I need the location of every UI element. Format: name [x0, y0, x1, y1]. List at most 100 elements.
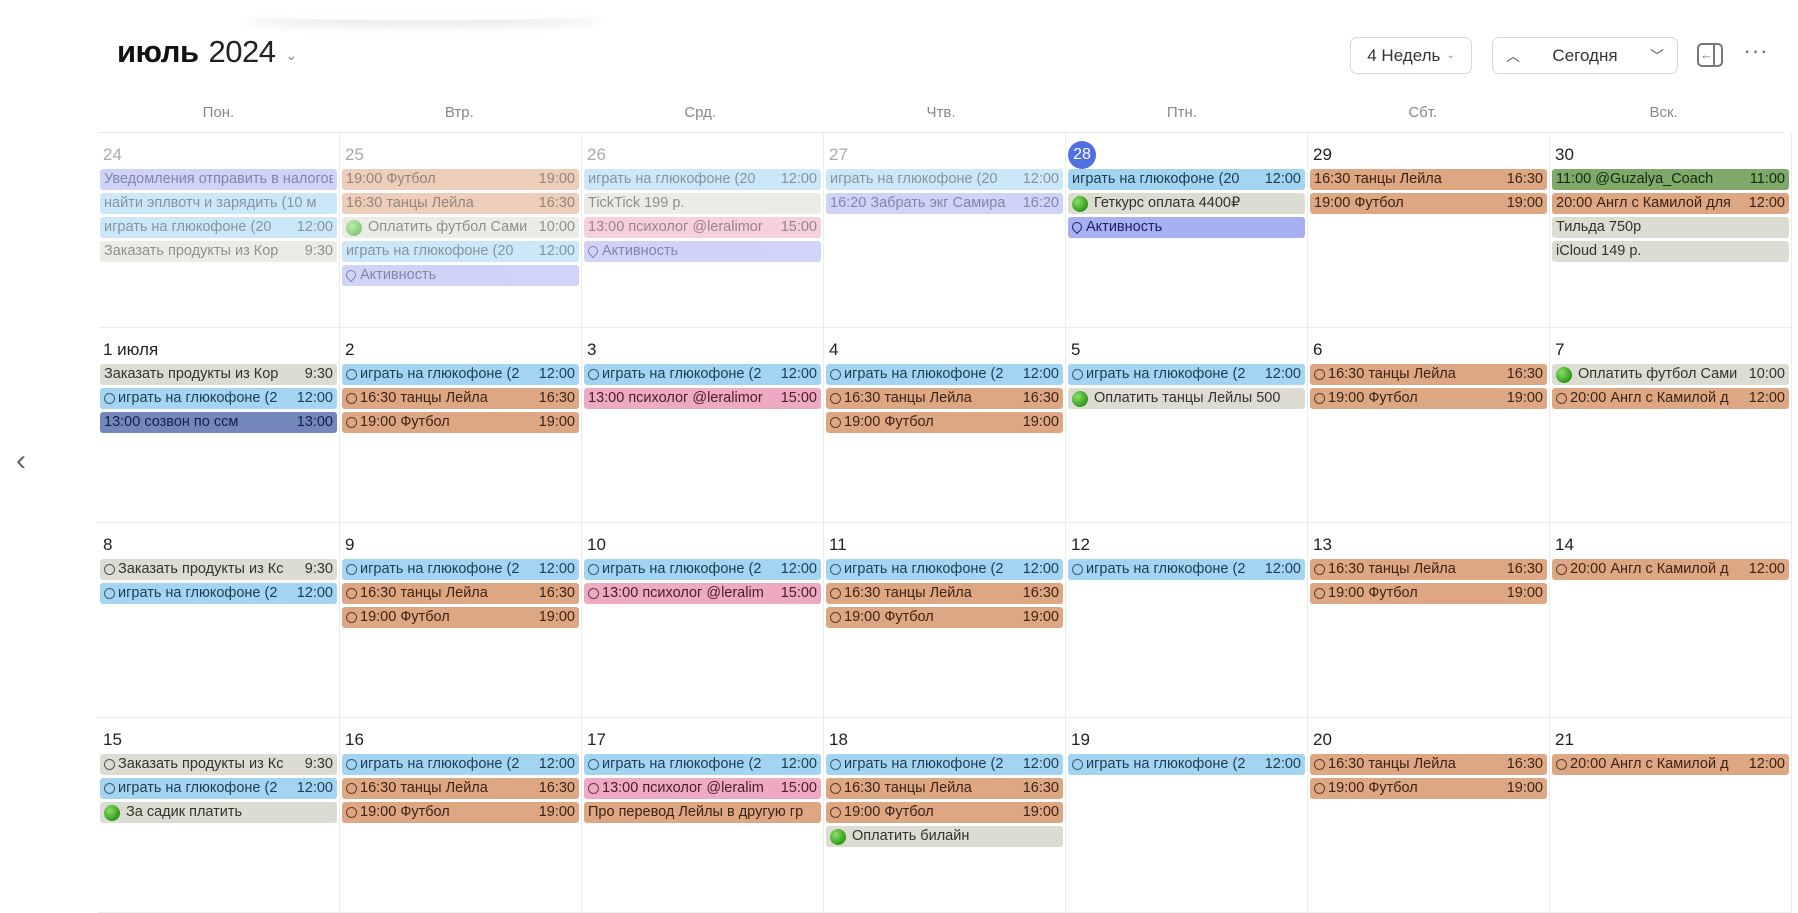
day-cell[interactable]: 28 играть на глюкофоне (20 12:00 Геткурс оп… — [1066, 133, 1308, 328]
calendar-event[interactable]: играть на глюкофоне (2 12:00 — [100, 583, 337, 604]
task-circle-icon[interactable] — [1072, 369, 1083, 380]
calendar-event[interactable]: Заказать продукты из Кс 9:30 — [100, 754, 337, 775]
task-circle-icon[interactable] — [1072, 759, 1083, 770]
day-cell[interactable]: 15 Заказать продукты из Кс 9:30 играть на г… — [98, 718, 340, 913]
sidebar-collapse-icon[interactable] — [1697, 43, 1723, 67]
calendar-event[interactable]: Геткурс оплата 4400₽ — [1068, 193, 1305, 214]
calendar-event[interactable]: 19:00 Футбол 19:00 — [1310, 778, 1547, 799]
day-cell[interactable]: 11 играть на глюкофоне (2 12:00 16:30 танцы… — [824, 523, 1066, 718]
task-circle-icon[interactable] — [1072, 564, 1083, 575]
calendar-event[interactable]: Оплатить футбол Сами 10:00 — [342, 217, 579, 238]
calendar-event[interactable]: играть на глюкофоне (2 12:00 — [584, 559, 821, 580]
calendar-event[interactable]: iCloud 149 р. — [1552, 241, 1789, 262]
calendar-event[interactable]: играть на глюкофоне (20 12:00 — [584, 169, 821, 190]
calendar-event[interactable]: Уведомления отправить в налоговую — [100, 169, 337, 190]
task-circle-icon[interactable] — [1556, 564, 1567, 575]
day-cell[interactable]: 18 играть на глюкофоне (2 12:00 16:30 танцы… — [824, 718, 1066, 913]
task-circle-icon[interactable] — [830, 807, 841, 818]
calendar-event[interactable]: 19:00 Футбол 19:00 — [342, 802, 579, 823]
task-circle-icon[interactable] — [346, 564, 357, 575]
task-circle-icon[interactable] — [104, 564, 115, 575]
task-circle-icon[interactable] — [104, 759, 115, 770]
task-circle-icon[interactable] — [830, 393, 841, 404]
calendar-event[interactable]: 13:00 психолог @leralimor 15:00 — [584, 388, 821, 409]
day-cell[interactable]: 17 играть на глюкофоне (2 12:00 13:00 психо… — [582, 718, 824, 913]
calendar-event[interactable]: 16:30 танцы Лейла 16:30 — [1310, 169, 1547, 190]
calendar-event[interactable]: играть на глюкофоне (2 12:00 — [1068, 364, 1305, 385]
day-cell[interactable]: 21 20:00 Англ с Камилой д 12:00 — [1550, 718, 1792, 913]
task-circle-icon[interactable] — [830, 588, 841, 599]
task-circle-icon[interactable] — [346, 807, 357, 818]
task-circle-icon[interactable] — [346, 369, 357, 380]
task-circle-icon[interactable] — [1556, 393, 1567, 404]
task-circle-icon[interactable] — [1314, 393, 1325, 404]
task-circle-icon[interactable] — [346, 588, 357, 599]
day-cell[interactable]: 27 играть на глюкофоне (20 12:00 16:20 Забр… — [824, 133, 1066, 328]
task-circle-icon[interactable] — [830, 564, 841, 575]
day-cell[interactable]: 1 июля Заказать продукты из Кор 9:30 играть… — [98, 328, 340, 523]
calendar-event[interactable]: играть на глюкофоне (2 12:00 — [100, 388, 337, 409]
calendar-event[interactable]: 16:30 танцы Лейла 16:30 — [826, 388, 1063, 409]
calendar-event[interactable]: 19:00 Футбол 19:00 — [342, 169, 579, 190]
calendar-event[interactable]: 20:00 Англ с Камилой д 12:00 — [1552, 388, 1789, 409]
calendar-event[interactable]: найти эплвотч и зарядить (10 м — [100, 193, 337, 214]
task-circle-icon[interactable] — [830, 612, 841, 623]
task-circle-icon[interactable] — [346, 393, 357, 404]
calendar-event[interactable]: TickTick 199 р. — [584, 193, 821, 214]
calendar-event[interactable]: Оплатить танцы Лейлы 500 — [1068, 388, 1305, 409]
day-cell[interactable]: 14 20:00 Англ с Камилой д 12:00 — [1550, 523, 1792, 718]
calendar-event[interactable]: 11:00 @Guzalya_Coach 11:00 — [1552, 169, 1789, 190]
calendar-event[interactable]: За садик платить — [100, 802, 337, 823]
task-circle-icon[interactable] — [830, 417, 841, 428]
day-cell[interactable]: 9 играть на глюкофоне (2 12:00 16:30 танцы … — [340, 523, 582, 718]
day-cell[interactable]: 25 19:00 Футбол 19:00 16:30 танцы Лейла 16:3… — [340, 133, 582, 328]
month-title[interactable]: июль 2024 ⌄ — [117, 34, 297, 70]
task-circle-icon[interactable] — [346, 783, 357, 794]
calendar-event[interactable]: 16:30 танцы Лейла 16:30 — [342, 778, 579, 799]
calendar-event[interactable]: 13:00 психолог @leralim 15:00 — [584, 778, 821, 799]
calendar-event[interactable]: Заказать продукты из Кс 9:30 — [100, 559, 337, 580]
calendar-event[interactable]: 19:00 Футбол 19:00 — [826, 802, 1063, 823]
day-cell[interactable]: 12 играть на глюкофоне (2 12:00 — [1066, 523, 1308, 718]
calendar-event[interactable]: 19:00 Футбол 19:00 — [342, 607, 579, 628]
day-cell[interactable]: 8 Заказать продукты из Кс 9:30 играть на гл… — [98, 523, 340, 718]
calendar-event[interactable]: 16:30 танцы Лейла 16:30 — [1310, 754, 1547, 775]
chevron-down-icon[interactable]: ﹀ — [1650, 47, 1664, 64]
calendar-event[interactable]: играть на глюкофоне (20 12:00 — [342, 241, 579, 262]
task-circle-icon[interactable] — [1314, 759, 1325, 770]
task-circle-icon[interactable] — [588, 369, 599, 380]
calendar-event[interactable]: играть на глюкофоне (20 12:00 — [1068, 169, 1305, 190]
calendar-event[interactable]: 20:00 Англ с Камилой д 12:00 — [1552, 559, 1789, 580]
task-circle-icon[interactable] — [588, 564, 599, 575]
calendar-event[interactable]: 19:00 Футбол 19:00 — [342, 412, 579, 433]
task-circle-icon[interactable] — [346, 612, 357, 623]
day-cell[interactable]: 2 играть на глюкофоне (2 12:00 16:30 танцы … — [340, 328, 582, 523]
calendar-event[interactable]: 13:00 психолог @leralimor 15:00 — [584, 217, 821, 238]
ellipsis-icon[interactable]: ··· — [1743, 38, 1769, 63]
calendar-event[interactable]: 19:00 Футбол 19:00 — [826, 412, 1063, 433]
chevron-left-icon[interactable]: ‹ — [16, 444, 26, 477]
task-circle-icon[interactable] — [588, 588, 599, 599]
calendar-event[interactable]: 19:00 Футбол 19:00 — [1310, 583, 1547, 604]
calendar-event[interactable]: играть на глюкофоне (2 12:00 — [342, 559, 579, 580]
task-circle-icon[interactable] — [1556, 759, 1567, 770]
calendar-event[interactable]: 16:30 танцы Лейла 16:30 — [826, 583, 1063, 604]
calendar-event[interactable]: 19:00 Футбол 19:00 — [826, 607, 1063, 628]
task-circle-icon[interactable] — [104, 393, 115, 404]
day-cell[interactable]: 6 16:30 танцы Лейла 16:30 19:00 Футбол 19:00 — [1308, 328, 1550, 523]
calendar-event[interactable]: играть на глюкофоне (20 12:00 — [100, 217, 337, 238]
calendar-event[interactable]: Про перевод Лейлы в другую гр — [584, 802, 821, 823]
day-cell[interactable]: 24 Уведомления отправить в налоговую найти… — [98, 133, 340, 328]
calendar-event[interactable]: Заказать продукты из Кор 9:30 — [100, 241, 337, 262]
calendar-event[interactable]: 20:00 Англ с Камилой д 12:00 — [1552, 754, 1789, 775]
task-circle-icon[interactable] — [830, 369, 841, 380]
calendar-event[interactable]: 19:00 Футбол 19:00 — [1310, 388, 1547, 409]
day-cell[interactable]: 20 16:30 танцы Лейла 16:30 19:00 Футбол 19:0… — [1308, 718, 1550, 913]
calendar-event[interactable]: 16:30 танцы Лейла 16:30 — [342, 583, 579, 604]
task-circle-icon[interactable] — [104, 783, 115, 794]
calendar-event[interactable]: играть на глюкофоне (2 12:00 — [342, 754, 579, 775]
calendar-event[interactable]: Оплатить билайн — [826, 826, 1063, 847]
calendar-event[interactable]: 16:30 танцы Лейла 16:30 — [1310, 559, 1547, 580]
calendar-event[interactable]: играть на глюкофоне (2 12:00 — [826, 559, 1063, 580]
task-circle-icon[interactable] — [1314, 588, 1325, 599]
